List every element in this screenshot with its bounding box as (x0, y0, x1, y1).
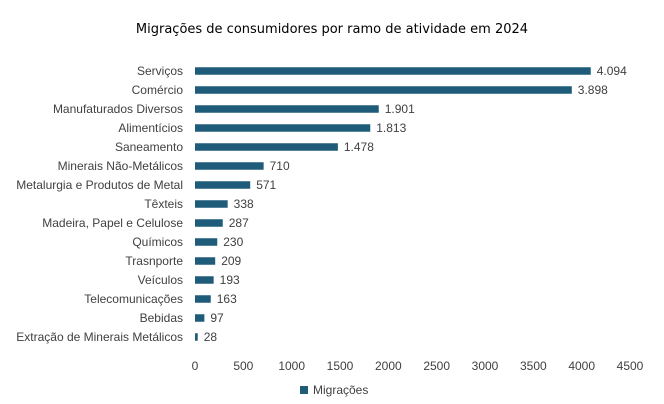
category-label: Madeira, Papel e Celulose (42, 216, 183, 230)
bar (195, 219, 223, 227)
category-label: Metalurgia e Produtos de Metal (16, 178, 183, 192)
category-label: Manufaturados Diversos (53, 102, 183, 116)
category-label: Minerais Não-Metálicos (58, 159, 183, 173)
bar-value-label: 230 (223, 235, 243, 249)
x-tick-label: 1500 (327, 359, 354, 373)
legend-swatch (300, 386, 308, 394)
bar-value-label: 710 (270, 159, 290, 173)
bar-value-label: 4.094 (597, 64, 627, 78)
category-label: Bebidas (140, 311, 183, 325)
bar-value-label: 193 (220, 273, 240, 287)
x-tick-label: 4000 (568, 359, 595, 373)
category-label: Telecomunicações (84, 292, 183, 306)
bar-value-label: 287 (229, 216, 249, 230)
bar (195, 143, 338, 151)
bar (195, 86, 572, 94)
x-tick-label: 2000 (375, 359, 402, 373)
x-tick-label: 0 (192, 359, 199, 373)
category-label: Extração de Minerais Metálicos (16, 330, 183, 344)
bar-value-label: 209 (221, 254, 241, 268)
bar-value-label: 28 (204, 330, 218, 344)
x-tick-label: 2500 (423, 359, 450, 373)
legend-label: Migrações (313, 383, 369, 397)
x-tick-label: 500 (233, 359, 253, 373)
bar-value-label: 3.898 (578, 83, 608, 97)
bar-value-label: 571 (256, 178, 276, 192)
x-tick-label: 3500 (520, 359, 547, 373)
category-label: Veículos (138, 273, 183, 287)
bar-value-label: 97 (210, 311, 224, 325)
category-label: Alimentícios (118, 121, 183, 135)
bar (195, 67, 591, 75)
bar-value-label: 338 (234, 197, 254, 211)
bar (195, 181, 251, 189)
legend: Migrações (300, 382, 368, 398)
bar (195, 257, 216, 265)
category-label: Têxteis (144, 197, 183, 211)
category-label: Trasnporte (125, 254, 183, 268)
x-tick-label: 1000 (278, 359, 305, 373)
bar (195, 105, 379, 113)
category-label: Serviços (137, 64, 183, 78)
bar (195, 276, 214, 284)
category-label: Comércio (132, 83, 184, 97)
bar (195, 238, 218, 246)
bar (195, 314, 205, 322)
bar-value-label: 1.813 (376, 121, 406, 135)
bar-value-label: 1.478 (344, 140, 374, 154)
x-tick-label: 4500 (617, 359, 644, 373)
bar (195, 124, 371, 132)
chart-title: Migrações de consumidores por ramo de at… (135, 22, 529, 37)
x-tick-label: 3000 (472, 359, 499, 373)
bar (195, 200, 228, 208)
category-label: Saneamento (115, 140, 183, 154)
bar (195, 162, 264, 170)
bar (195, 295, 211, 303)
bar-value-label: 163 (217, 292, 237, 306)
bar (195, 333, 198, 341)
bar-value-label: 1.901 (385, 102, 415, 116)
category-label: Químicos (132, 235, 183, 249)
